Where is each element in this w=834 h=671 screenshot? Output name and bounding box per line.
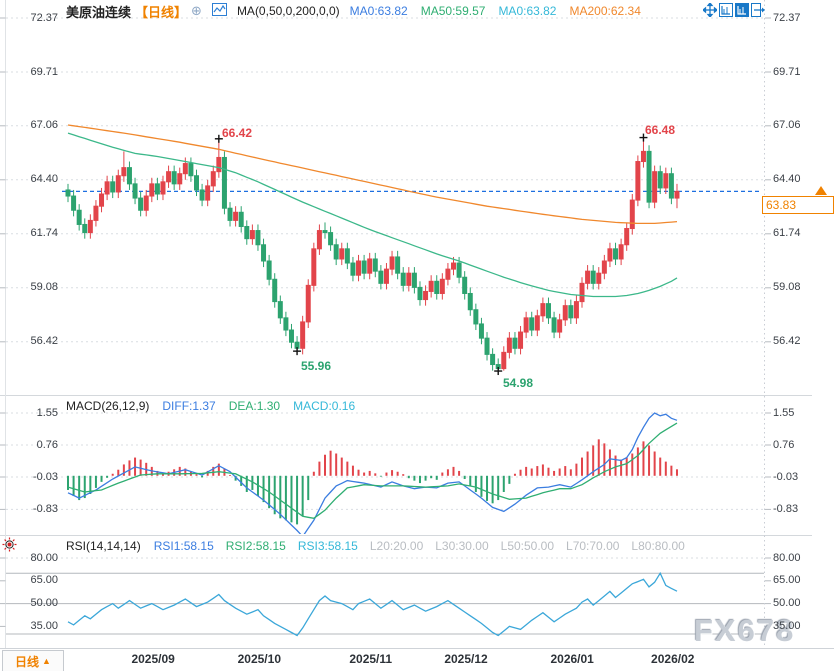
macd-axis-label-left: 0.76: [36, 438, 58, 451]
price-axis-label-right: 69.71: [773, 65, 801, 78]
price-axis-label-left: 64.40: [30, 173, 58, 186]
extreme-price-label: 54.98: [503, 376, 534, 390]
period-tab-daily[interactable]: 日线 ▲: [2, 650, 64, 671]
rsi-header-item: L50:50.00: [500, 539, 555, 553]
price-up-arrow-icon: [815, 186, 827, 195]
price-axis-label-left: 56.42: [30, 335, 58, 348]
rsi-axis-label-right: 50.00: [773, 597, 801, 610]
rsi-header-item: RSI1:58.15: [153, 539, 214, 553]
period-tab-label: 日线: [15, 654, 40, 669]
price-axis-label-left: 67.06: [30, 119, 58, 132]
macd-axis-label-right: 1.55: [773, 406, 795, 419]
chart-toolbar: [703, 3, 765, 17]
x-axis-date-label: 2026/02: [651, 652, 695, 666]
price-axis-label-right: 59.08: [773, 281, 801, 294]
period-label: 【日线】: [135, 4, 188, 20]
macd-axis-label-left: -0.03: [32, 470, 58, 483]
chart-header: 美原油连续 【日线】 ⊕ MA(0,50,0,200,0,0) MA0:63.8…: [66, 2, 641, 20]
price-axis-label-right: 61.74: [773, 227, 801, 240]
alert-sun-icon[interactable]: [2, 537, 17, 552]
rsi-axis-label-left: 80.00: [30, 551, 58, 564]
ma-params-label: MA(0,50,0,200,0,0): [236, 4, 340, 18]
ma-value: MA0:63.82: [349, 4, 408, 18]
macd-axis-label-right: -0.83: [773, 502, 799, 515]
extreme-price-label: 55.96: [301, 359, 332, 373]
rsi-header-item: L30:30.00: [435, 539, 489, 553]
price-axis-label-left: 69.71: [30, 65, 58, 78]
price-axis-label-left: 72.37: [30, 11, 58, 24]
indicator-chart-icon[interactable]: [211, 3, 227, 19]
x-axis-date-label: 2025/10: [237, 652, 281, 666]
rsi-axis-label-right: 35.00: [773, 619, 801, 632]
rsi-axis-label-left: 50.00: [30, 597, 58, 610]
macd-header: MACD(26,12,9) DIFF:1.37 DEA:1.30 MACD:0.16: [66, 399, 355, 413]
price-axis-label-right: 72.37: [773, 11, 801, 24]
extreme-price-label: 66.42: [222, 126, 253, 140]
extreme-markers: [214, 133, 648, 376]
price-axis-label-right: 64.40: [773, 173, 801, 186]
ma-value: MA200:62.34: [569, 4, 641, 18]
price-axis-label-right: 56.42: [773, 335, 801, 348]
instrument-title: 美原油连续: [66, 4, 132, 20]
pan-icon[interactable]: [703, 3, 717, 17]
candles-series: [65, 137, 680, 372]
rsi-header-item: L80:80.00: [631, 539, 685, 553]
rsi-axis-label-left: 35.00: [30, 619, 58, 632]
rsi-axis-label-right: 80.00: [773, 551, 801, 564]
rsi-series: [67, 571, 678, 637]
price-axis-label-left: 61.74: [30, 227, 58, 240]
x-axis-date-label: 2026/01: [550, 652, 594, 666]
macd-header-item: DEA:1.30: [228, 399, 281, 413]
price-axis-label-left: 59.08: [30, 281, 58, 294]
macd-header-item: MACD:0.16: [293, 399, 356, 413]
rsi-header: RSI(14,14,14) RSI1:58.15 RSI2:58.15 RSI3:5…: [66, 539, 685, 553]
macd-axis-label-right: 0.76: [773, 438, 795, 451]
macd-values: DIFF:1.37 DEA:1.30 MACD:0.16: [162, 399, 355, 413]
extreme-price-label: 66.48: [645, 123, 676, 137]
macd-name: MACD(26,12,9): [66, 399, 150, 413]
x-axis-date-label: 2025/09: [131, 652, 175, 666]
watermark: FX678: [694, 613, 796, 648]
ma-values: MA0:63.82 MA50:59.57 MA0:63.82 MA200:62.34: [350, 4, 641, 18]
rsi-axis-label-right: 65.00: [773, 574, 801, 587]
macd-axis-label-left: 1.55: [36, 406, 58, 419]
x-axis-date-label: 2025/12: [444, 652, 488, 666]
x-axis-date-label: 2025/11: [349, 652, 393, 666]
rsi-name: RSI(14,14,14): [66, 539, 141, 553]
macd-series: [67, 412, 678, 534]
settings-icon[interactable]: ⊕: [191, 3, 202, 18]
axis-scale-icon[interactable]: [719, 3, 733, 17]
ma-lines: [67, 124, 678, 298]
price-axis-label-right: 67.06: [773, 119, 801, 132]
exit-right-icon[interactable]: [751, 3, 765, 17]
rsi-header-item: L20:20.00: [369, 539, 424, 553]
axis-scale-active-icon[interactable]: [735, 3, 749, 17]
rsi-values: RSI1:58.15 RSI2:58.15 RSI3:58.15 L20:20.00 L…: [154, 539, 685, 553]
time-axis-bar: 日线 ▲ 2025/09 2025/10 2025/11 2025/12 2026/01…: [0, 648, 834, 671]
rsi-header-item: RSI3:58.15: [297, 539, 358, 553]
macd-axis-label-left: -0.83: [32, 502, 58, 515]
ma-value: MA50:59.57: [420, 4, 486, 18]
current-price-tag: 63.83: [762, 196, 834, 214]
macd-axis-label-right: -0.03: [773, 470, 799, 483]
ma-value: MA0:63.82: [498, 4, 557, 18]
rsi-axis-label-left: 65.00: [30, 574, 58, 587]
period-tab-arrow-icon: ▲: [42, 656, 51, 666]
macd-header-item: DIFF:1.37: [162, 399, 216, 413]
rsi-header-item: L70:70.00: [566, 539, 620, 553]
rsi-header-item: RSI2:58.15: [225, 539, 286, 553]
